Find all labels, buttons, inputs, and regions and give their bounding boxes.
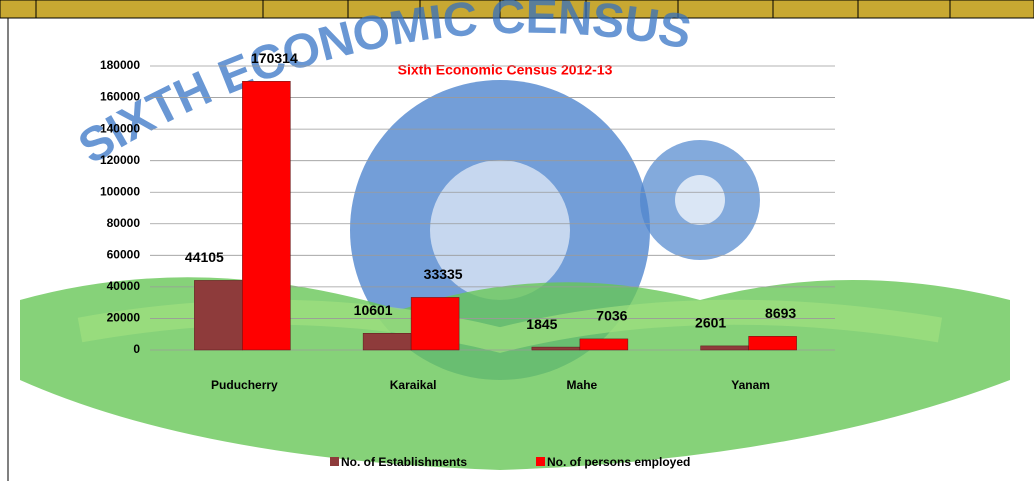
bar (700, 345, 749, 351)
bar (579, 338, 629, 351)
x-tick-label: Karaikal (390, 378, 437, 392)
legend-swatch (536, 457, 545, 466)
legend-label: No. of Establishments (341, 455, 467, 469)
y-tick-label: 60000 (107, 248, 141, 262)
legend-label: No. of persons employed (547, 455, 690, 469)
bar (242, 81, 291, 351)
y-tick-label: 120000 (100, 153, 140, 167)
bar (531, 346, 581, 351)
y-tick-label: 160000 (100, 90, 140, 104)
data-label: 33335 (424, 266, 463, 282)
data-label: 7036 (596, 308, 627, 324)
bar (410, 297, 460, 351)
bar (748, 336, 797, 351)
data-label: 10601 (354, 302, 393, 318)
y-tick-label: 40000 (107, 279, 141, 293)
y-tick-label: 0 (133, 342, 140, 356)
chart-title: Sixth Economic Census 2012-13 (398, 62, 613, 78)
x-tick-label: Puducherry (211, 378, 278, 392)
data-label: 8693 (765, 305, 796, 321)
x-tick-label: Yanam (731, 378, 770, 392)
data-label: 170314 (251, 50, 298, 66)
bar (194, 280, 243, 351)
bar (362, 333, 412, 351)
y-tick-label: 20000 (107, 311, 141, 325)
data-label: 1845 (526, 316, 557, 332)
legend-swatch (330, 457, 339, 466)
y-tick-label: 100000 (100, 184, 140, 198)
strip-row (0, 0, 1034, 19)
data-label: 44105 (185, 249, 224, 265)
y-tick-label: 80000 (107, 216, 141, 230)
data-label: 2601 (695, 315, 726, 331)
x-tick-label: Mahe (567, 378, 598, 392)
y-tick-label: 180000 (100, 58, 140, 72)
y-tick-label: 140000 (100, 121, 140, 135)
